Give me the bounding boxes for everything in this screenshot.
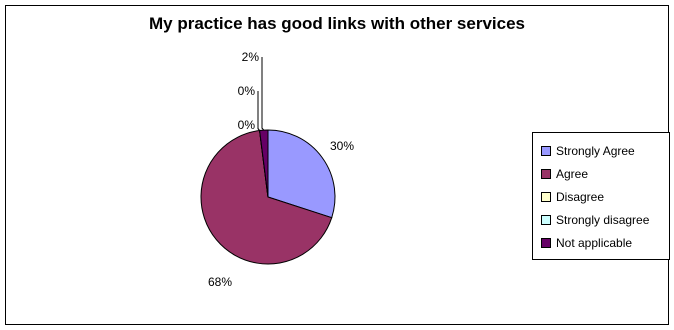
legend-swatch bbox=[541, 215, 551, 225]
pie-slice-strongly-agree bbox=[267, 129, 336, 219]
legend-label: Strongly Agree bbox=[556, 144, 635, 158]
data-label-disagree: 0% bbox=[238, 118, 256, 132]
legend-label: Agree bbox=[556, 167, 589, 181]
leader-line-strongly-disagree bbox=[257, 91, 260, 131]
legend-item-disagree: Disagree bbox=[541, 189, 604, 205]
legend-item-strongly-disagree: Strongly disagree bbox=[541, 212, 649, 228]
data-label-strongly-agree: 30% bbox=[330, 139, 354, 153]
legend-item-not-applicable: Not applicable bbox=[541, 235, 632, 251]
leader-line-not-applicable bbox=[261, 57, 265, 131]
legend-swatch bbox=[541, 146, 551, 156]
data-label-agree: 68% bbox=[208, 275, 232, 289]
legend-label: Not applicable bbox=[556, 236, 633, 250]
legend-swatch bbox=[541, 238, 551, 248]
legend-item-strongly-agree: Strongly Agree bbox=[541, 143, 635, 159]
chart-title: My practice has good links with other se… bbox=[148, 14, 525, 33]
pie-slice-not-applicable bbox=[259, 129, 269, 198]
legend-swatch bbox=[541, 169, 551, 179]
data-label-strongly-disagree: 0% bbox=[238, 84, 256, 98]
legend-label: Disagree bbox=[556, 190, 605, 204]
pie-slice-agree bbox=[200, 129, 333, 265]
legend-label: Strongly disagree bbox=[556, 213, 650, 227]
legend: Strongly Agree Agree Disagree Strongly d… bbox=[532, 132, 670, 260]
legend-swatch bbox=[541, 192, 551, 202]
data-label-not-applicable: 2% bbox=[242, 50, 260, 64]
legend-item-agree: Agree bbox=[541, 166, 588, 182]
